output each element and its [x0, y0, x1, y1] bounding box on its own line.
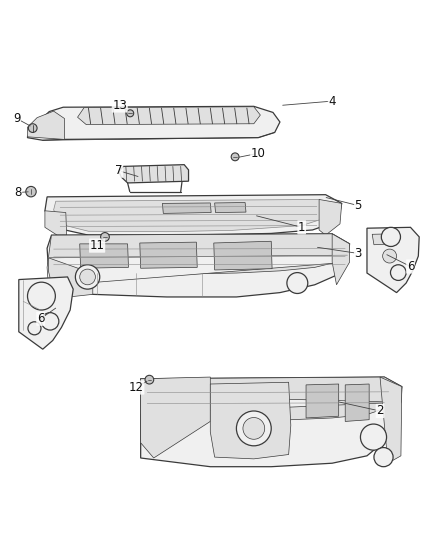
Polygon shape — [140, 242, 197, 268]
Polygon shape — [141, 386, 402, 414]
Text: 10: 10 — [251, 147, 265, 160]
Polygon shape — [141, 377, 210, 458]
Circle shape — [381, 228, 400, 246]
Circle shape — [28, 322, 41, 335]
Circle shape — [383, 249, 396, 263]
Text: 2: 2 — [376, 405, 384, 417]
Polygon shape — [47, 244, 350, 286]
Text: 5: 5 — [355, 199, 362, 212]
Circle shape — [28, 282, 55, 310]
Polygon shape — [48, 258, 93, 297]
Circle shape — [145, 375, 154, 384]
Text: 9: 9 — [13, 112, 21, 125]
Polygon shape — [119, 165, 188, 183]
Text: 4: 4 — [328, 95, 336, 108]
Circle shape — [391, 265, 406, 280]
Text: 12: 12 — [129, 381, 144, 394]
Text: 13: 13 — [112, 99, 127, 112]
Polygon shape — [141, 377, 402, 467]
Polygon shape — [319, 199, 342, 235]
Circle shape — [243, 417, 265, 439]
Polygon shape — [45, 211, 67, 235]
Circle shape — [26, 187, 36, 197]
Text: 3: 3 — [355, 247, 362, 260]
Circle shape — [28, 124, 37, 133]
Polygon shape — [80, 244, 128, 268]
Text: 8: 8 — [14, 186, 21, 199]
Polygon shape — [372, 234, 393, 245]
Circle shape — [287, 272, 308, 294]
Polygon shape — [214, 241, 272, 270]
Circle shape — [127, 110, 134, 117]
Polygon shape — [210, 382, 291, 459]
Circle shape — [101, 232, 110, 241]
Circle shape — [80, 269, 95, 285]
Polygon shape — [345, 384, 369, 422]
Polygon shape — [28, 107, 280, 140]
Text: 6: 6 — [407, 260, 414, 273]
Text: 1: 1 — [298, 221, 305, 234]
Circle shape — [237, 411, 271, 446]
Text: 7: 7 — [115, 164, 123, 177]
Polygon shape — [53, 199, 332, 232]
Polygon shape — [78, 107, 260, 125]
Circle shape — [42, 313, 59, 330]
Polygon shape — [380, 377, 402, 463]
Polygon shape — [45, 195, 342, 235]
Polygon shape — [215, 203, 246, 213]
Text: 11: 11 — [90, 239, 105, 252]
Polygon shape — [48, 234, 350, 274]
Polygon shape — [332, 234, 350, 285]
Polygon shape — [367, 228, 419, 293]
Polygon shape — [141, 377, 402, 422]
Circle shape — [75, 265, 100, 289]
Polygon shape — [162, 203, 211, 213]
Polygon shape — [47, 234, 350, 297]
Circle shape — [360, 424, 387, 450]
Circle shape — [231, 153, 239, 161]
Text: 6: 6 — [37, 312, 44, 325]
Polygon shape — [19, 277, 73, 349]
Circle shape — [374, 448, 393, 467]
Polygon shape — [306, 384, 339, 418]
Polygon shape — [28, 111, 64, 140]
